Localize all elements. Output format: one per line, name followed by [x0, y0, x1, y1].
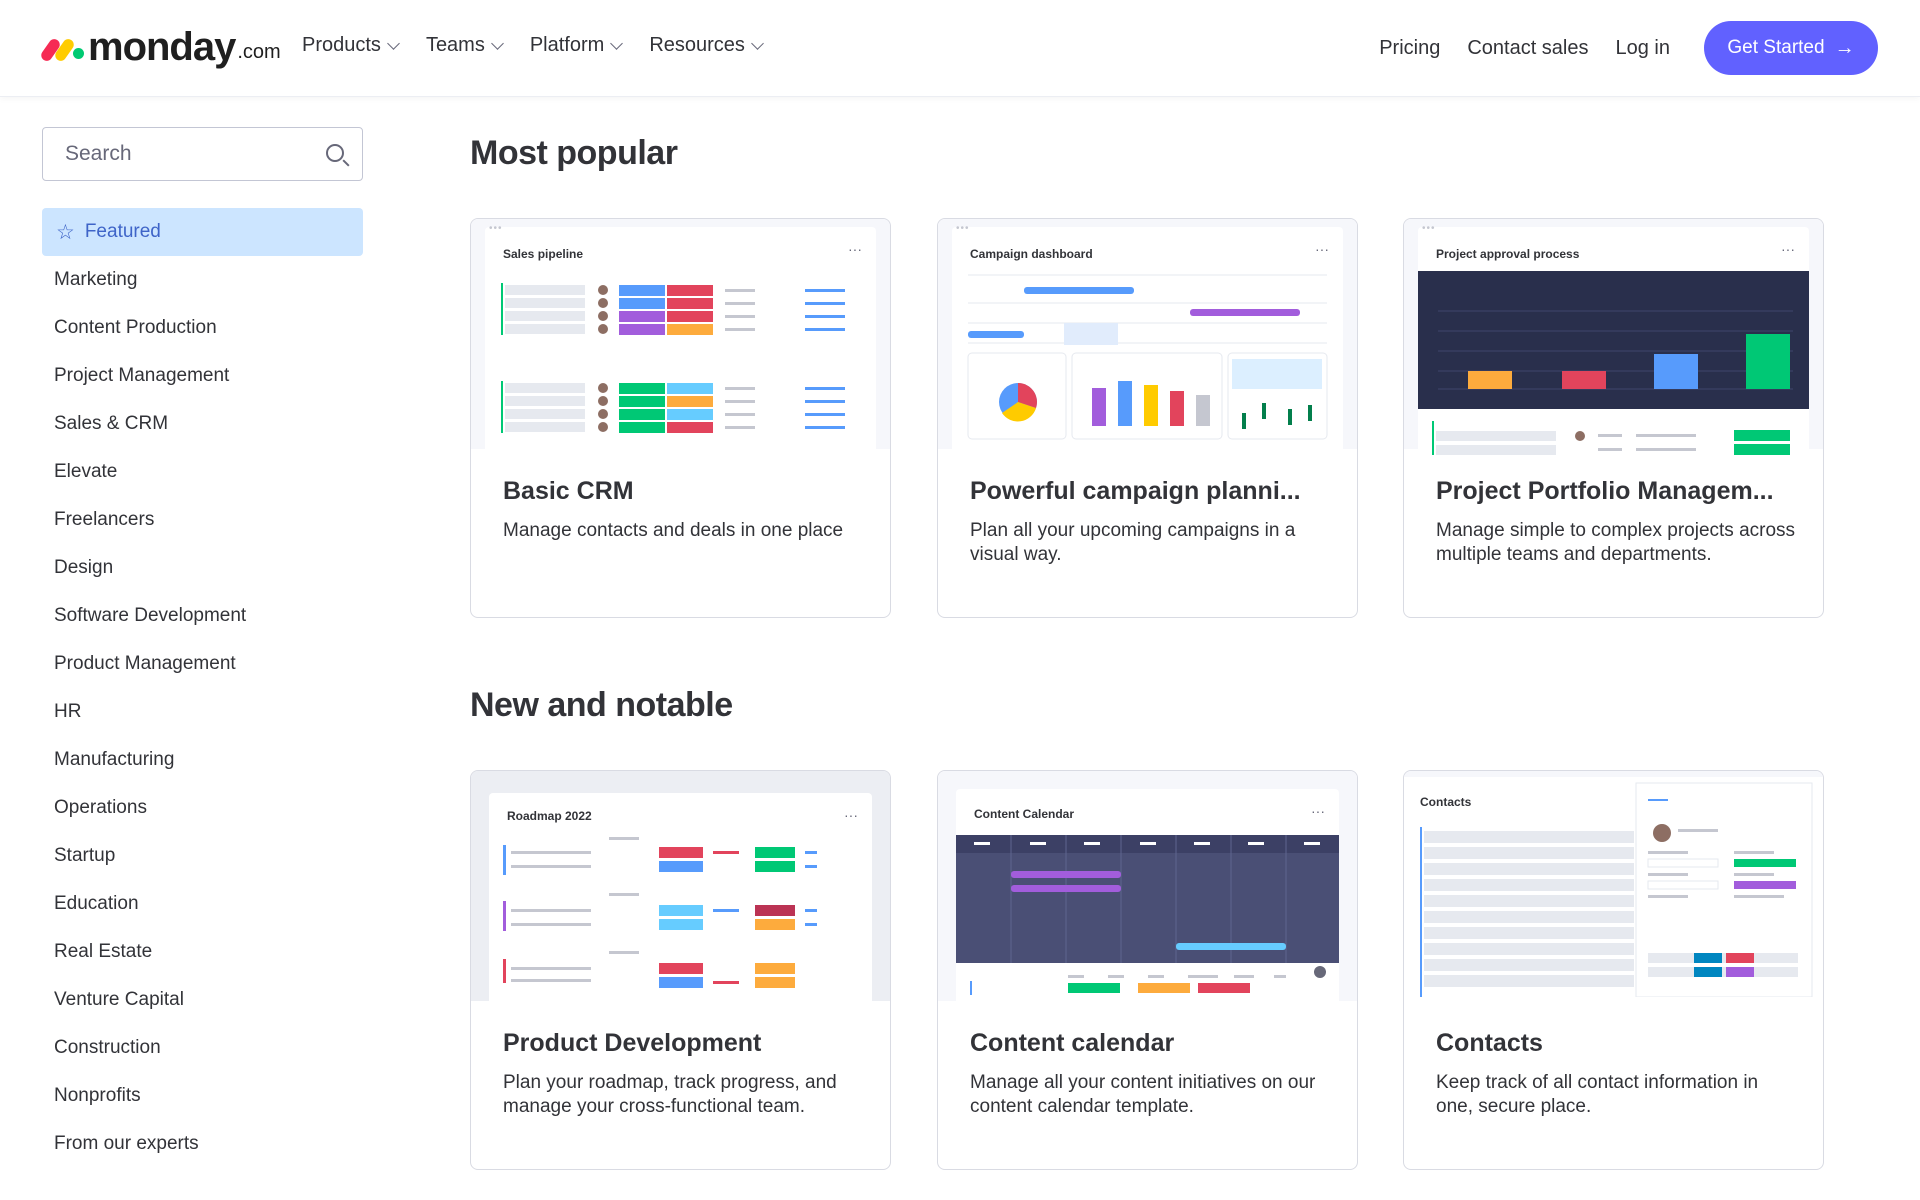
main-nav: Products Teams Platform Resources: [302, 34, 790, 57]
preview-title: Sales pipeline: [503, 247, 584, 261]
logo-suffix: .com: [237, 41, 281, 63]
search-input[interactable]: [65, 142, 305, 166]
card-description: Manage all your content initiatives on o…: [970, 1072, 1316, 1117]
template-card-project-portfolio[interactable]: ••• Project approval process ··· Project…: [1403, 218, 1824, 618]
sidebar-item-education[interactable]: Education: [54, 893, 139, 914]
sidebar-item-marketing[interactable]: Marketing: [54, 269, 138, 290]
sidebar-item-hr[interactable]: HR: [54, 701, 82, 722]
monday-logo-icon: [39, 34, 84, 64]
template-preview: ••• Campaign dashboard ···: [938, 219, 1357, 449]
star-icon: ☆: [56, 220, 75, 244]
card-title: Content calendar: [970, 1029, 1175, 1057]
chevron-down-icon: [490, 36, 504, 50]
get-started-button[interactable]: Get Started →: [1704, 21, 1878, 75]
logo-text: monday: [88, 25, 236, 69]
template-card-campaign-planning[interactable]: ••• Campaign dashboard ···: [937, 218, 1358, 618]
template-preview: ••• Sales pipeline ···: [471, 219, 890, 449]
chevron-down-icon: [610, 36, 624, 50]
preview-title: Content Calendar: [974, 807, 1075, 821]
login-link[interactable]: Log in: [1615, 36, 1671, 59]
sidebar-item-freelancers[interactable]: Freelancers: [54, 509, 155, 530]
card-title: Basic CRM: [503, 477, 634, 505]
search-box: [42, 127, 363, 181]
sales-pipeline-preview: [501, 283, 845, 433]
preview-title: Contacts: [1420, 795, 1472, 809]
preview-title: Project approval process: [1436, 247, 1580, 261]
template-card-contacts[interactable]: Contacts: [1403, 770, 1824, 1170]
pricing-link[interactable]: Pricing: [1379, 36, 1441, 59]
site-header: monday .com Products Teams Platform Reso…: [0, 0, 1920, 97]
sidebar-item-product-management[interactable]: Product Management: [54, 653, 236, 674]
sidebar-item-operations[interactable]: Operations: [54, 797, 147, 818]
content-calendar-preview: [956, 835, 1339, 995]
nav-platform[interactable]: Platform: [530, 34, 624, 57]
card-description: Plan your roadmap, track progress, and m…: [503, 1072, 837, 1117]
template-card-content-calendar[interactable]: Content Calendar ··· Content calendar Ma…: [937, 770, 1358, 1170]
sidebar-item-design[interactable]: Design: [54, 557, 114, 578]
category-sidebar: ☆ Featured Marketing Content Production P…: [42, 208, 363, 1168]
template-preview: Content Calendar ···: [938, 771, 1357, 1001]
arrow-right-icon: →: [1834, 36, 1855, 59]
template-card-product-development[interactable]: Roadmap 2022 ···: [470, 770, 891, 1170]
card-title: Contacts: [1436, 1029, 1543, 1057]
sidebar-item-nonprofits[interactable]: Nonprofits: [54, 1085, 141, 1106]
sidebar-item-manufacturing[interactable]: Manufacturing: [54, 749, 175, 770]
section-title-new-and-notable: New and notable: [470, 686, 733, 724]
monday-logo[interactable]: monday .com: [39, 24, 281, 70]
card-description: Manage contacts and deals in one place: [503, 520, 844, 541]
roadmap-preview: [503, 837, 817, 988]
sidebar-item-content-production[interactable]: Content Production: [54, 317, 217, 338]
more-icon: ···: [1311, 803, 1325, 819]
more-icon: ···: [1781, 241, 1795, 257]
sidebar-item-from-our-experts[interactable]: From our experts: [54, 1133, 199, 1154]
nav-resources[interactable]: Resources: [649, 34, 764, 57]
template-preview: Contacts: [1404, 771, 1823, 1001]
sidebar-item-real-estate[interactable]: Real Estate: [54, 941, 153, 962]
more-icon: ···: [848, 241, 862, 257]
card-title: Project Portfolio Managem...: [1436, 477, 1774, 505]
preview-title: Campaign dashboard: [970, 247, 1093, 261]
project-approval-preview: [1418, 271, 1809, 455]
campaign-dashboard-preview: [967, 274, 1328, 440]
sidebar-item-elevate[interactable]: Elevate: [54, 461, 118, 482]
card-title: Powerful campaign planni...: [970, 477, 1301, 505]
contact-sales-link[interactable]: Contact sales: [1467, 36, 1589, 59]
sidebar-item-featured[interactable]: ☆ Featured: [42, 208, 363, 256]
sidebar-item-construction[interactable]: Construction: [54, 1037, 161, 1058]
more-icon: ···: [1315, 241, 1329, 257]
card-description: Manage simple to complex projects across…: [1436, 520, 1796, 565]
sidebar-item-software-development[interactable]: Software Development: [54, 605, 247, 626]
header-actions: Pricing Contact sales Log in Get Started…: [1352, 21, 1878, 75]
card-description: Keep track of all contact information in…: [1436, 1072, 1759, 1117]
sidebar-item-sales-crm[interactable]: Sales & CRM: [54, 413, 169, 434]
chevron-down-icon: [387, 36, 400, 50]
search-icon[interactable]: [326, 144, 344, 162]
chevron-down-icon: [751, 36, 764, 50]
template-preview: Roadmap 2022 ···: [471, 771, 890, 1001]
preview-title: Roadmap 2022: [507, 809, 592, 823]
sidebar-item-venture-capital[interactable]: Venture Capital: [54, 989, 184, 1010]
section-title-most-popular: Most popular: [470, 134, 678, 172]
template-card-basic-crm[interactable]: ••• Sales pipeline ···: [470, 218, 891, 618]
nav-teams[interactable]: Teams: [426, 34, 504, 57]
more-icon: ···: [844, 807, 858, 823]
nav-products[interactable]: Products: [302, 34, 400, 57]
contacts-preview: [1420, 782, 1813, 997]
sidebar-item-startup[interactable]: Startup: [54, 845, 116, 866]
card-description: Plan all your upcoming campaigns in a vi…: [970, 520, 1296, 565]
sidebar-item-project-management[interactable]: Project Management: [54, 365, 230, 386]
card-title: Product Development: [503, 1029, 762, 1057]
template-preview: ••• Project approval process ···: [1404, 219, 1823, 455]
